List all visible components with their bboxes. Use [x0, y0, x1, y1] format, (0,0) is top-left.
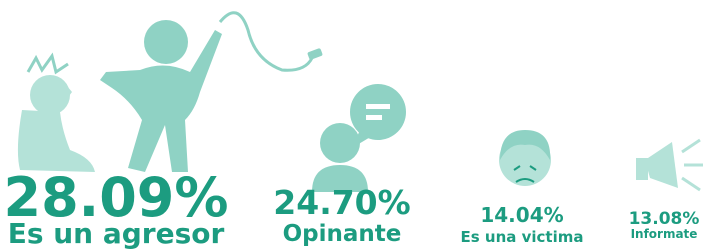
category-label: Opinante	[283, 221, 402, 247]
infographic: 28.09%Es un agresor24.70%Opinante14.04%E…	[0, 0, 703, 251]
category-label: Informate	[631, 227, 698, 241]
icon-victim	[499, 130, 551, 186]
percent-label: 14.04%	[480, 203, 563, 227]
icon-megaphone	[636, 140, 703, 190]
percent-label: 13.08%	[629, 209, 700, 229]
icon-opinion	[312, 84, 406, 192]
icon-aggressor	[18, 13, 323, 172]
percent-label: 24.70%	[273, 183, 410, 222]
category-label: Es una victima	[461, 228, 584, 246]
category-label: Es un agresor	[8, 217, 225, 250]
